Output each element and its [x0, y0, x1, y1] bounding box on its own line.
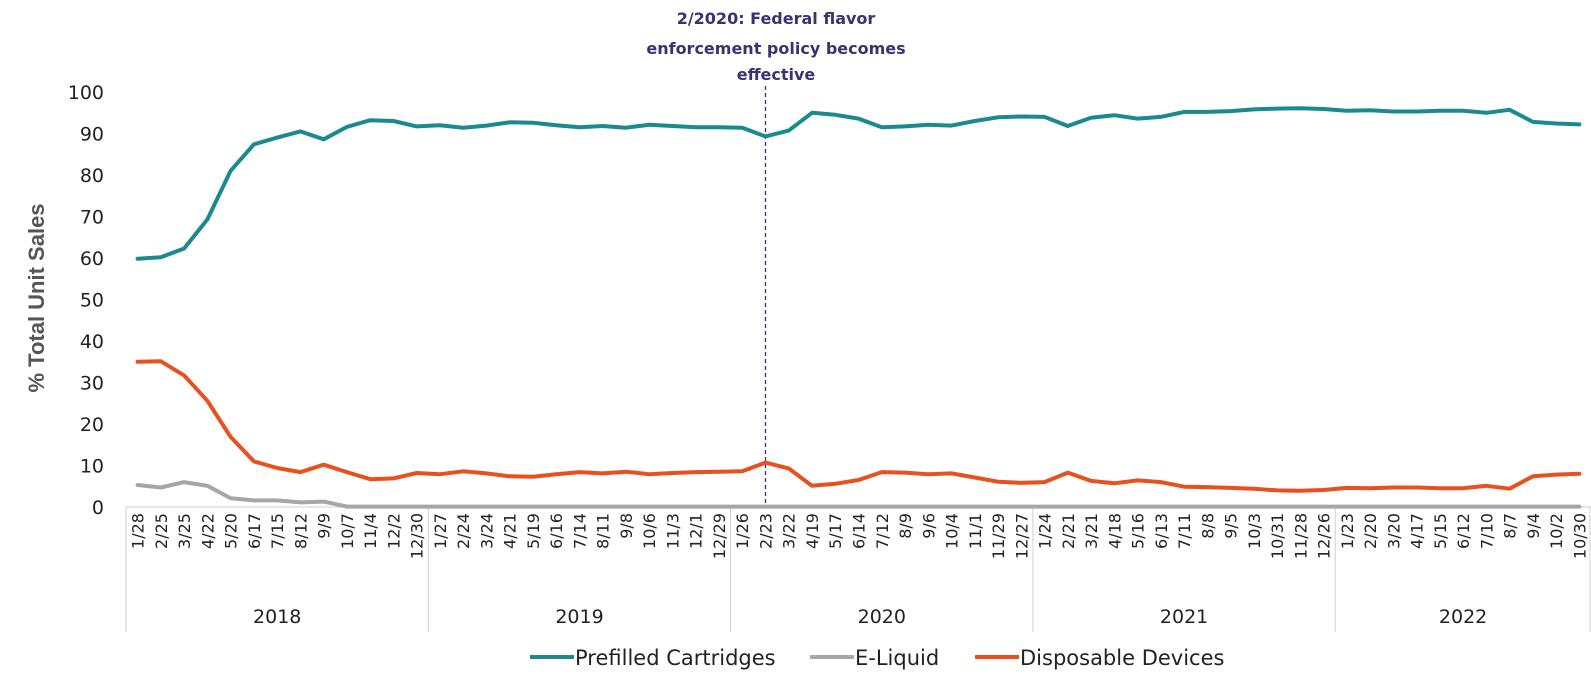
x-tick-label: 10/6	[640, 513, 659, 549]
legend-label-disposable-devices: Disposable Devices	[1020, 646, 1224, 670]
y-tick-label: 10	[80, 456, 104, 478]
x-tick-label: 5/17	[826, 513, 845, 549]
year-label: 2019	[555, 606, 603, 628]
x-tick-label: 11/29	[989, 513, 1008, 559]
policy-annotation: 2/2020: Federal flavor enforcement polic…	[646, 9, 906, 507]
x-tick-label: 2/20	[1361, 513, 1380, 549]
x-tick-label: 6/13	[1152, 513, 1171, 549]
x-tick-label: 1/23	[1338, 513, 1357, 549]
y-axis-label: % Total Unit Sales	[24, 203, 49, 392]
x-tick-label: 12/30	[408, 513, 427, 559]
x-tick-label: 7/12	[873, 513, 892, 549]
x-tick-label: 8/9	[896, 513, 915, 539]
x-tick-label: 12/27	[1012, 513, 1031, 559]
y-tick-label: 30	[80, 373, 104, 395]
x-tick-label: 10/4	[943, 513, 962, 549]
x-tick-label: 3/22	[780, 513, 799, 549]
x-tick-label: 3/21	[1082, 513, 1101, 549]
x-tick-label: 11/28	[1291, 513, 1310, 559]
x-tick-label: 7/11	[1175, 513, 1194, 549]
x-tick-label: 1/28	[129, 513, 148, 549]
y-tick-label: 100	[68, 82, 104, 104]
annotation-line-1: 2/2020: Federal flavor	[677, 9, 876, 28]
x-tick-label: 8/11	[594, 513, 613, 549]
series-line-prefilled-cartridges	[135, 106, 1582, 261]
x-tick-label: 10/31	[1268, 513, 1287, 559]
x-tick-label: 5/20	[222, 513, 241, 549]
x-tick-label: 9/4	[1524, 513, 1543, 539]
series-line-e-liquid	[135, 480, 1582, 509]
x-tick-label: 6/16	[547, 513, 566, 549]
x-tick-label: 11/3	[664, 513, 683, 549]
x-tick-label: 5/16	[1129, 513, 1148, 549]
y-tick-label: 40	[80, 331, 104, 353]
legend-label-e-liquid: E-Liquid	[855, 646, 939, 670]
x-tick-label: 12/2	[384, 513, 403, 549]
x-tick-label: 4/22	[198, 513, 217, 549]
x-tick-label: 6/17	[245, 513, 264, 549]
x-tick-label: 2/24	[454, 513, 473, 549]
x-tick-label: 4/19	[803, 513, 822, 549]
y-tick-label: 50	[80, 290, 104, 312]
x-tick-label: 4/21	[501, 513, 520, 549]
x-tick-label: 3/25	[175, 513, 194, 549]
y-axis-ticks: 0 10 20 30 40 50 60 70 80 90 100	[68, 82, 104, 519]
x-tick-label: 6/14	[850, 513, 869, 549]
x-tick-label: 11/4	[361, 513, 380, 549]
series-line-disposable-devices	[135, 359, 1582, 493]
y-tick-label: 60	[80, 248, 104, 270]
legend-label-prefilled-cartridges: Prefilled Cartridges	[575, 646, 776, 670]
x-tick-label: 1/26	[733, 513, 752, 549]
x-tick-label: 9/8	[617, 513, 636, 539]
x-tick-label: 10/30	[1570, 513, 1589, 559]
x-tick-label: 8/7	[1501, 513, 1520, 539]
x-tick-label: 1/27	[431, 513, 450, 549]
x-tick-label: 2/21	[1059, 513, 1078, 549]
x-tick-label: 12/26	[1315, 513, 1334, 559]
x-tick-label: 2/23	[757, 513, 776, 549]
y-tick-label: 0	[92, 497, 104, 519]
x-axis-tick-labels: 1/28 2/25 3/25 4/22 5/20 6/17 7/15 8/12 9/9 10/7 1…	[129, 513, 1590, 559]
y-tick-label: 90	[80, 124, 104, 146]
x-tick-label: 7/14	[571, 513, 590, 549]
x-tick-label: 9/5	[1222, 513, 1241, 539]
y-tick-label: 80	[80, 165, 104, 187]
x-tick-label: 11/1	[966, 513, 985, 549]
series-lines	[135, 106, 1582, 509]
x-tick-label: 12/29	[710, 513, 729, 559]
x-tick-label: 8/8	[1198, 513, 1217, 539]
y-tick-label: 20	[80, 414, 104, 436]
x-tick-label: 10/7	[338, 513, 357, 549]
x-tick-label: 1/24	[1036, 513, 1055, 549]
x-tick-label: 4/18	[1105, 513, 1124, 549]
x-tick-label: 3/24	[477, 513, 496, 549]
x-tick-label: 9/6	[919, 513, 938, 539]
x-tick-label: 5/15	[1431, 513, 1450, 549]
x-tick-label: 10/2	[1547, 513, 1566, 549]
x-tick-label: 4/17	[1408, 513, 1427, 549]
x-tick-label: 8/12	[291, 513, 310, 549]
x-tick-label: 6/12	[1454, 513, 1473, 549]
year-label: 2022	[1439, 606, 1487, 628]
x-tick-label: 10/3	[1245, 513, 1264, 549]
x-tick-label: 7/15	[268, 513, 287, 549]
x-tick-label: 2/25	[152, 513, 171, 549]
year-label: 2020	[858, 606, 906, 628]
x-tick-label: 7/10	[1477, 513, 1496, 549]
x-tick-label: 9/9	[315, 513, 334, 539]
annotation-line-2: enforcement policy becomes	[646, 39, 905, 58]
x-tick-label: 5/19	[524, 513, 543, 549]
legend: Prefilled Cartridges E-Liquid Disposable D…	[530, 646, 1224, 670]
y-tick-label: 70	[80, 207, 104, 229]
x-tick-label: 12/1	[687, 513, 706, 549]
x-tick-label: 3/20	[1384, 513, 1403, 549]
annotation-line-3: effective	[737, 65, 816, 84]
year-label: 2018	[253, 606, 301, 628]
year-label: 2021	[1160, 606, 1208, 628]
x-axis-year-labels: 2018 2019 2020 2021 2022	[253, 606, 1487, 628]
